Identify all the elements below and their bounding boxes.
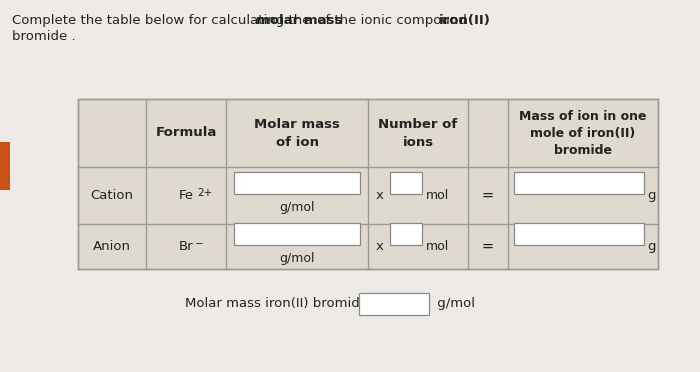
Text: Formula: Formula <box>155 126 217 140</box>
Bar <box>78 99 658 269</box>
Bar <box>514 171 644 193</box>
Bar <box>514 222 644 244</box>
Bar <box>390 222 422 244</box>
Text: of the ionic compound: of the ionic compound <box>313 14 471 27</box>
Text: Fe: Fe <box>178 189 193 202</box>
Bar <box>390 171 422 193</box>
Text: 2+: 2+ <box>197 189 212 199</box>
Text: iron(II): iron(II) <box>439 14 491 27</box>
Text: molar mass: molar mass <box>256 14 342 27</box>
Bar <box>234 222 360 244</box>
Text: g/mol: g/mol <box>433 298 475 311</box>
Bar <box>0 142 10 190</box>
Text: bromide .: bromide . <box>12 30 76 43</box>
Text: Complete the table below for calculating the: Complete the table below for calculating… <box>12 14 315 27</box>
Text: g/mol: g/mol <box>279 252 315 265</box>
Text: g/mol: g/mol <box>279 201 315 214</box>
Text: mol: mol <box>426 240 449 253</box>
Bar <box>234 171 360 193</box>
Text: Br: Br <box>178 240 193 253</box>
Text: Cation: Cation <box>90 189 134 202</box>
Text: Molar mass
of ion: Molar mass of ion <box>254 118 340 148</box>
Text: x: x <box>376 240 384 253</box>
Bar <box>359 293 429 315</box>
Text: g: g <box>648 189 657 202</box>
Text: x: x <box>376 189 384 202</box>
Text: Mass of ion in one
mole of iron(II)
bromide: Mass of ion in one mole of iron(II) brom… <box>519 109 647 157</box>
Text: Molar mass iron(II) bromide =: Molar mass iron(II) bromide = <box>185 298 384 311</box>
Text: =: = <box>482 239 494 254</box>
Text: −: − <box>195 240 204 250</box>
Text: g: g <box>648 240 657 253</box>
Text: Number of
ions: Number of ions <box>379 118 458 148</box>
Text: =: = <box>482 188 494 203</box>
Text: mol: mol <box>426 189 449 202</box>
Text: Anion: Anion <box>93 240 131 253</box>
